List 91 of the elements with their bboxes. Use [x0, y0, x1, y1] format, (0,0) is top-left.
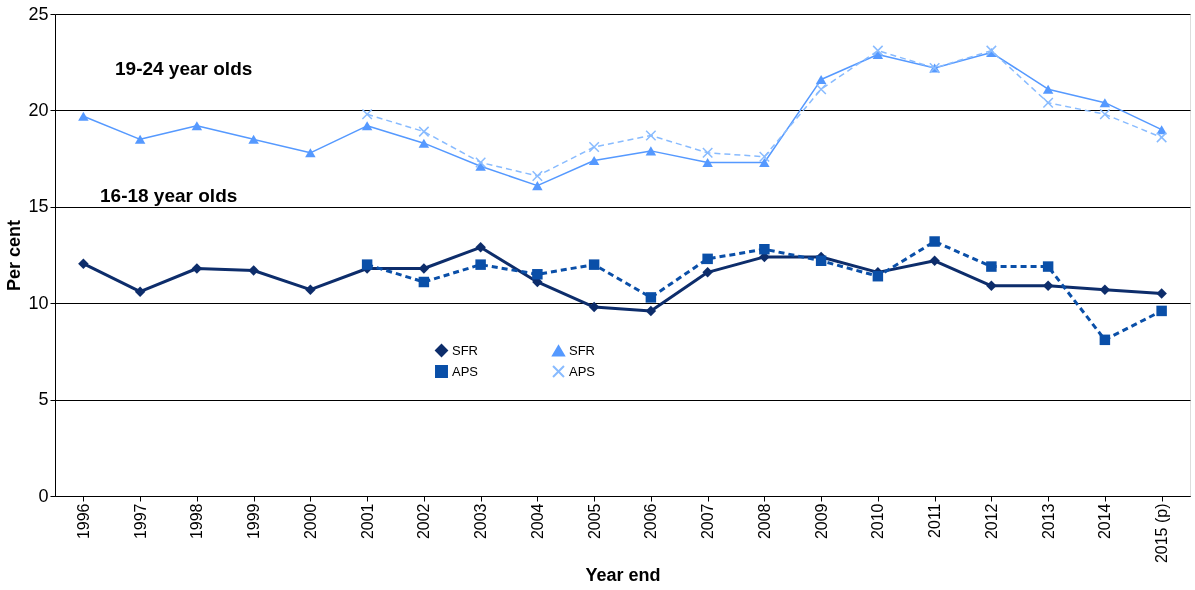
point — [361, 121, 373, 131]
point — [702, 157, 713, 167]
point — [645, 305, 657, 317]
point — [588, 155, 600, 166]
x-tick-label: 1997 — [131, 503, 149, 540]
x-tick-label: 1996 — [74, 503, 92, 540]
point — [475, 156, 487, 168]
point — [1042, 84, 1054, 94]
x-tick-label: 2004 — [528, 503, 546, 540]
point — [645, 292, 657, 303]
legend-label: SFR — [569, 342, 595, 358]
point — [702, 253, 713, 265]
point — [531, 170, 543, 182]
point — [1099, 334, 1111, 346]
y-tick-label: 15 — [28, 196, 49, 217]
y-tick-label: 0 — [38, 485, 49, 506]
annotation: 19-24 year olds — [115, 58, 253, 79]
point — [134, 134, 146, 144]
point — [1042, 97, 1054, 109]
point — [645, 146, 657, 156]
point — [588, 301, 600, 313]
point — [929, 255, 940, 267]
x-tick-label: 2015 (p) — [1153, 503, 1171, 564]
point — [418, 276, 430, 288]
point — [248, 265, 259, 276]
x-tick-label: 2008 — [755, 503, 773, 540]
point — [191, 263, 203, 274]
x-tick-label: 2011 — [926, 503, 944, 538]
point — [702, 267, 713, 278]
point — [702, 147, 714, 159]
point — [475, 259, 486, 270]
point — [361, 108, 373, 120]
y-tick-label: 10 — [28, 292, 49, 313]
x-tick-label: 2006 — [642, 503, 660, 540]
legend-label: APS — [569, 363, 596, 379]
point — [475, 242, 486, 253]
point — [588, 141, 600, 153]
point — [78, 111, 89, 121]
point — [872, 45, 884, 57]
x-tick-label: 2013 — [1039, 503, 1057, 540]
point — [929, 236, 940, 247]
point — [872, 270, 884, 282]
point — [758, 151, 770, 163]
x-tick-label: 2002 — [415, 503, 433, 540]
point — [645, 129, 657, 141]
point — [815, 255, 827, 267]
point — [78, 258, 89, 269]
x-tick-label: 2012 — [982, 503, 1000, 540]
point — [1156, 305, 1167, 317]
point — [418, 138, 430, 148]
y-tick-label: 20 — [28, 99, 49, 120]
point — [1042, 261, 1054, 272]
x-tick-label: 2007 — [699, 503, 717, 540]
point — [361, 259, 373, 270]
x-tick-label: 2003 — [472, 503, 490, 540]
point — [305, 284, 316, 295]
y-axis-title: Per cent — [4, 219, 25, 292]
x-tick-label: 2005 — [585, 503, 603, 540]
point — [248, 134, 259, 144]
point — [1099, 284, 1111, 295]
point — [305, 148, 316, 158]
y-tick-label: 25 — [28, 3, 49, 24]
point — [815, 83, 827, 95]
point — [1099, 108, 1111, 120]
x-tick-label: 2009 — [812, 503, 830, 540]
point — [759, 243, 770, 255]
point — [418, 126, 430, 138]
x-tick-label: 2014 — [1096, 503, 1114, 540]
point — [134, 286, 146, 297]
point — [815, 75, 827, 85]
y-tick-label: 5 — [38, 389, 49, 410]
annotation: 16-18 year olds — [100, 185, 238, 206]
x-tick-label: 1999 — [245, 503, 263, 540]
legend-label: SFR — [452, 342, 478, 358]
point — [532, 269, 543, 280]
x-tick-label: 2000 — [301, 503, 319, 540]
x-tick-label: 1998 — [188, 503, 206, 540]
legend-label: APS — [452, 363, 479, 379]
point — [986, 261, 997, 272]
x-tick-label: 2010 — [869, 503, 887, 540]
point — [1156, 131, 1168, 143]
point — [1042, 280, 1054, 292]
point — [588, 259, 600, 270]
point — [986, 280, 997, 292]
point — [1099, 98, 1111, 108]
point — [532, 181, 543, 191]
point — [759, 157, 770, 167]
x-axis-title: Year end — [585, 565, 661, 586]
point — [1156, 288, 1167, 299]
x-tick-label: 2001 — [358, 503, 376, 540]
point — [191, 121, 203, 131]
